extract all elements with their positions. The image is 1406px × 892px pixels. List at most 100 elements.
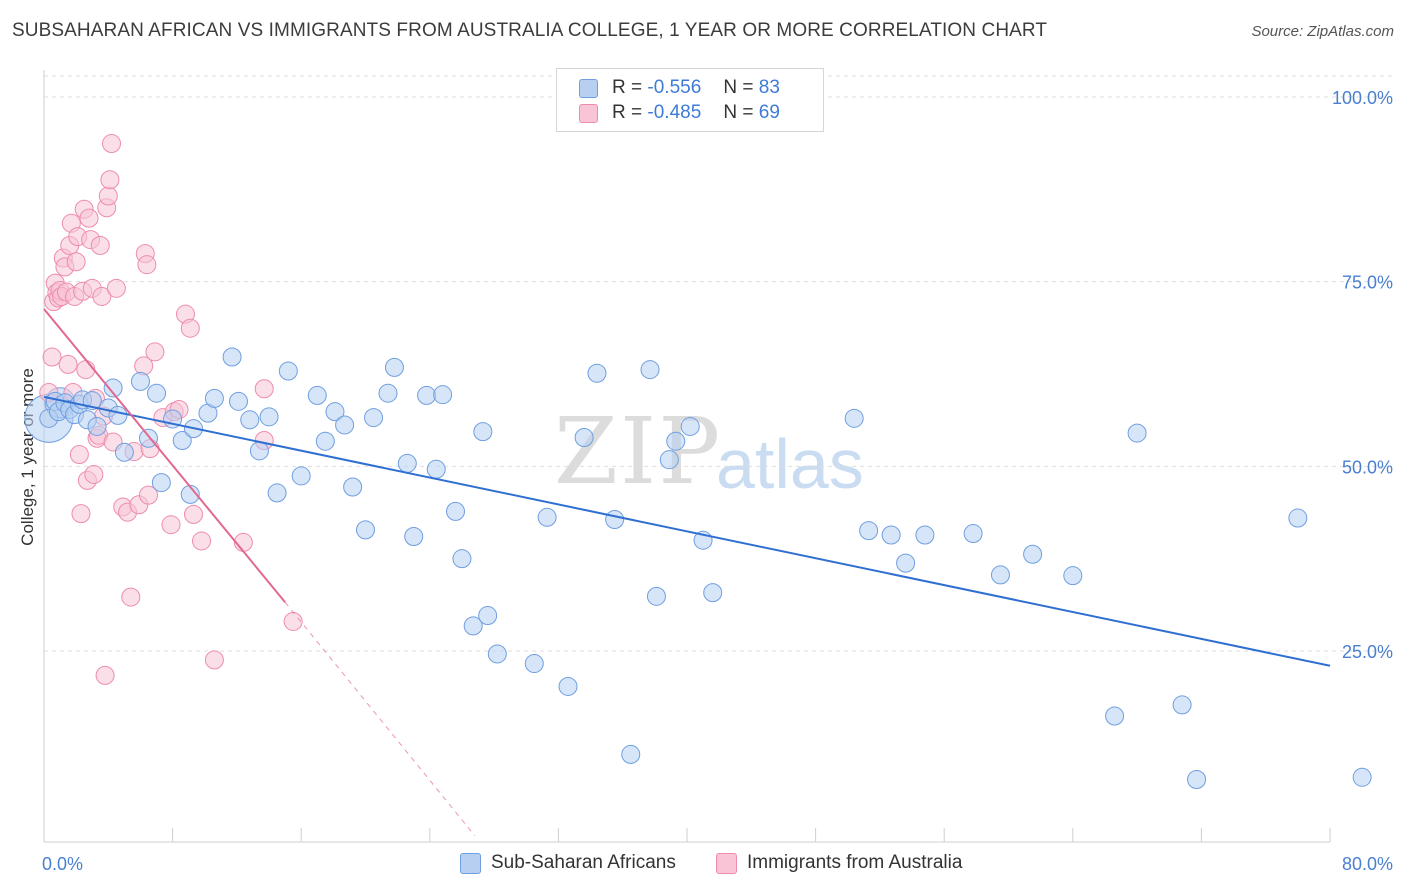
- legend-r-value-blue: -0.556: [647, 77, 702, 98]
- legend-n-label: N =: [723, 102, 754, 123]
- point-pink: [204, 650, 224, 670]
- point-pink: [180, 318, 200, 338]
- point-blue: [963, 524, 983, 544]
- point-blue: [130, 371, 150, 391]
- point-blue: [859, 521, 879, 541]
- y-tick-label: 50.0%: [1342, 457, 1393, 477]
- legend: R = -0.556 N = 83 R = -0.485 N = 69: [556, 68, 824, 132]
- point-blue: [267, 483, 287, 503]
- point-blue: [343, 477, 363, 497]
- point-pink: [100, 170, 120, 190]
- point-blue: [278, 361, 298, 381]
- point-blue: [1288, 508, 1308, 528]
- point-blue: [1352, 767, 1372, 787]
- bottom-legend-pink: Immigrants from Australia: [716, 852, 962, 874]
- point-blue: [404, 527, 424, 547]
- point-blue: [666, 431, 686, 451]
- point-pink: [254, 379, 274, 399]
- legend-n-value-pink: 69: [758, 102, 780, 123]
- point-blue: [659, 450, 679, 470]
- legend-n-value-blue: 83: [758, 77, 780, 98]
- point-pink: [58, 354, 78, 374]
- point-pink: [283, 611, 303, 631]
- legend-row-blue: R = -0.556 N = 83: [579, 76, 780, 100]
- point-pink: [66, 252, 86, 272]
- point-blue: [249, 441, 269, 461]
- point-blue: [103, 378, 123, 398]
- point-pink: [192, 531, 212, 551]
- point-blue: [537, 507, 557, 527]
- legend-row-pink: R = -0.485 N = 69: [579, 101, 780, 125]
- legend-r-value-pink: -0.485: [647, 102, 702, 123]
- y-tick-label: 100.0%: [1332, 88, 1393, 108]
- point-blue: [587, 363, 607, 383]
- point-blue: [446, 501, 466, 521]
- point-pink: [121, 587, 141, 607]
- point-pink: [90, 235, 110, 255]
- point-blue: [364, 408, 384, 428]
- watermark-atlas: atlas: [716, 425, 864, 503]
- point-blue: [881, 525, 901, 545]
- point-blue: [558, 676, 578, 696]
- point-blue: [151, 473, 171, 493]
- point-pink: [84, 464, 104, 484]
- y-tick-label: 75.0%: [1342, 273, 1393, 293]
- chart-title: SUBSAHARAN AFRICAN VS IMMIGRANTS FROM AU…: [12, 20, 1048, 41]
- point-blue: [108, 405, 128, 425]
- point-pink: [42, 347, 62, 367]
- point-blue: [204, 388, 224, 408]
- point-blue: [621, 744, 641, 764]
- legend-n-label: N =: [723, 77, 754, 98]
- point-pink: [161, 515, 181, 535]
- point-blue: [646, 586, 666, 606]
- point-pink: [79, 208, 99, 228]
- point-blue: [229, 391, 249, 411]
- bottom-legend-label-blue: Sub-Saharan Africans: [491, 852, 676, 873]
- point-blue: [433, 385, 453, 405]
- x-tick-label: 80.0%: [1342, 854, 1393, 874]
- point-blue: [325, 402, 345, 422]
- point-blue: [574, 428, 594, 448]
- point-blue: [222, 347, 242, 367]
- point-blue: [147, 383, 167, 403]
- bottom-legend-swatch-pink: [716, 852, 737, 874]
- point-blue: [417, 385, 437, 405]
- point-blue: [915, 525, 935, 545]
- point-blue: [1187, 770, 1207, 790]
- legend-swatch-blue: [579, 78, 598, 98]
- legend-swatch-pink: [579, 103, 598, 123]
- point-blue: [524, 654, 544, 674]
- bottom-legend-swatch-blue: [460, 852, 481, 874]
- point-blue: [478, 606, 498, 626]
- point-blue: [640, 360, 660, 380]
- point-blue: [1023, 544, 1043, 564]
- point-blue: [487, 644, 507, 664]
- point-blue: [240, 410, 260, 430]
- point-blue: [384, 357, 404, 377]
- point-blue: [990, 565, 1010, 585]
- watermark-zip: ZIP: [554, 398, 723, 505]
- point-blue: [378, 383, 398, 403]
- point-blue: [315, 431, 335, 451]
- point-blue: [259, 407, 279, 427]
- point-pink: [183, 504, 203, 524]
- point-pink: [76, 360, 96, 380]
- point-pink: [69, 445, 89, 465]
- point-blue: [605, 510, 625, 530]
- trend-line-pink-extension: [284, 601, 476, 836]
- point-blue: [896, 553, 916, 573]
- point-blue: [452, 549, 472, 569]
- bottom-legend-blue: Sub-Saharan Africans: [460, 852, 676, 874]
- source-label: Source: ZipAtlas.com: [1251, 23, 1394, 40]
- point-blue: [463, 616, 483, 636]
- point-blue: [844, 408, 864, 428]
- point-blue: [680, 416, 700, 436]
- point-blue: [397, 453, 417, 473]
- point-pink: [145, 342, 165, 362]
- point-blue: [307, 385, 327, 405]
- trend-line-pink: [43, 308, 286, 603]
- point-blue: [172, 430, 192, 450]
- point-pink: [95, 665, 115, 685]
- point-blue: [87, 416, 107, 436]
- point-pink: [92, 286, 112, 306]
